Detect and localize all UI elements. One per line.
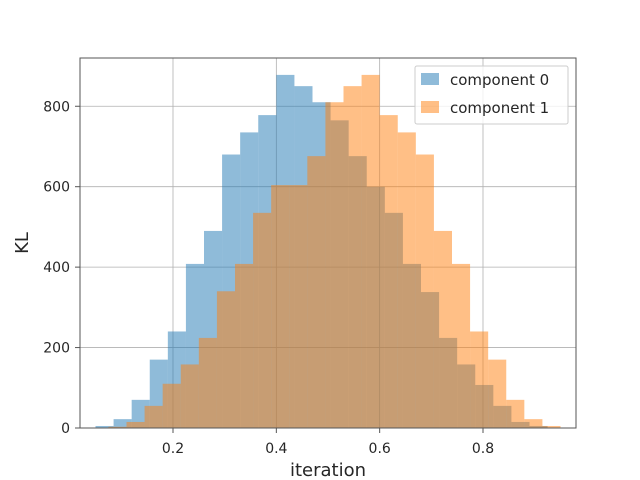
histogram-bar-component-0 <box>95 425 114 428</box>
histogram-bar-component-1 <box>470 331 489 428</box>
x-axis-title: iteration <box>290 460 366 480</box>
histogram-bar-component-1 <box>397 132 416 429</box>
histogram-bar-component-1 <box>253 212 272 428</box>
histogram-bars <box>95 74 561 429</box>
histogram-bar-component-1 <box>542 425 561 428</box>
histogram-bar-component-1 <box>180 364 199 428</box>
legend-swatch-component-1 <box>421 101 439 113</box>
histogram-bar-component-1 <box>216 291 235 428</box>
histogram-bar-component-1 <box>126 421 145 428</box>
histogram-bar-component-1 <box>325 102 344 428</box>
histogram-bar-component-1 <box>271 185 290 428</box>
histogram-bar-component-1 <box>235 263 254 428</box>
x-tick-label: 0.8 <box>472 441 494 457</box>
histogram-bar-component-1 <box>361 74 380 429</box>
histogram-bar-component-1 <box>144 405 163 428</box>
histogram-bar-component-1 <box>162 383 181 428</box>
y-tick-label: 0 <box>61 421 70 437</box>
axis-ticks: 0.2 0.4 0.6 0.8 0 200 400 600 800 <box>43 99 494 457</box>
y-axis-title: KL <box>12 232 33 254</box>
x-tick-label: 0.4 <box>265 441 287 457</box>
histogram-bar-component-1 <box>379 115 398 428</box>
legend-label-component-0: component 0 <box>450 71 549 89</box>
y-tick-label: 600 <box>43 180 70 196</box>
plot-area-frame <box>79 57 577 429</box>
legend-label-component-1: component 1 <box>450 99 549 117</box>
histogram-bar-component-1 <box>289 185 308 428</box>
legend: component 0 component 1 <box>414 65 569 125</box>
x-tick-label: 0.6 <box>369 441 391 457</box>
histogram-bar-component-1 <box>307 156 326 428</box>
x-tick-label: 0.2 <box>162 441 184 457</box>
legend-swatch-component-0 <box>421 73 439 85</box>
histogram-bar-component-1 <box>488 359 507 428</box>
histogram-bar-component-0 <box>113 419 132 428</box>
histogram-bar-component-1 <box>415 154 434 429</box>
y-tick-label: 200 <box>43 341 70 357</box>
y-tick-label: 400 <box>43 260 70 276</box>
histogram-bar-component-1 <box>506 399 525 428</box>
histogram-bar-component-1 <box>524 419 543 428</box>
histogram-bar-component-1 <box>108 426 127 428</box>
histogram-bar-component-1 <box>198 337 217 428</box>
histogram-bar-component-1 <box>343 86 362 429</box>
y-tick-label: 800 <box>43 99 70 115</box>
legend-frame <box>414 65 569 125</box>
histogram-bar-component-1 <box>452 263 471 428</box>
histogram-bar-component-1 <box>433 230 452 428</box>
